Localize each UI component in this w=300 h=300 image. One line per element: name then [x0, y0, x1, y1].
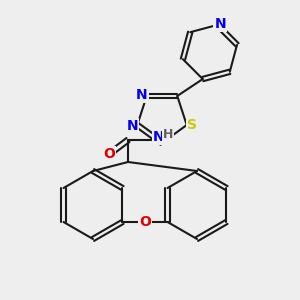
- Text: N: N: [153, 130, 165, 144]
- Text: O: O: [139, 215, 151, 229]
- Text: N: N: [136, 88, 148, 102]
- Text: H: H: [163, 128, 173, 142]
- Text: N: N: [127, 119, 138, 133]
- Text: S: S: [187, 118, 197, 132]
- Text: N: N: [214, 17, 226, 31]
- Text: O: O: [103, 147, 115, 161]
